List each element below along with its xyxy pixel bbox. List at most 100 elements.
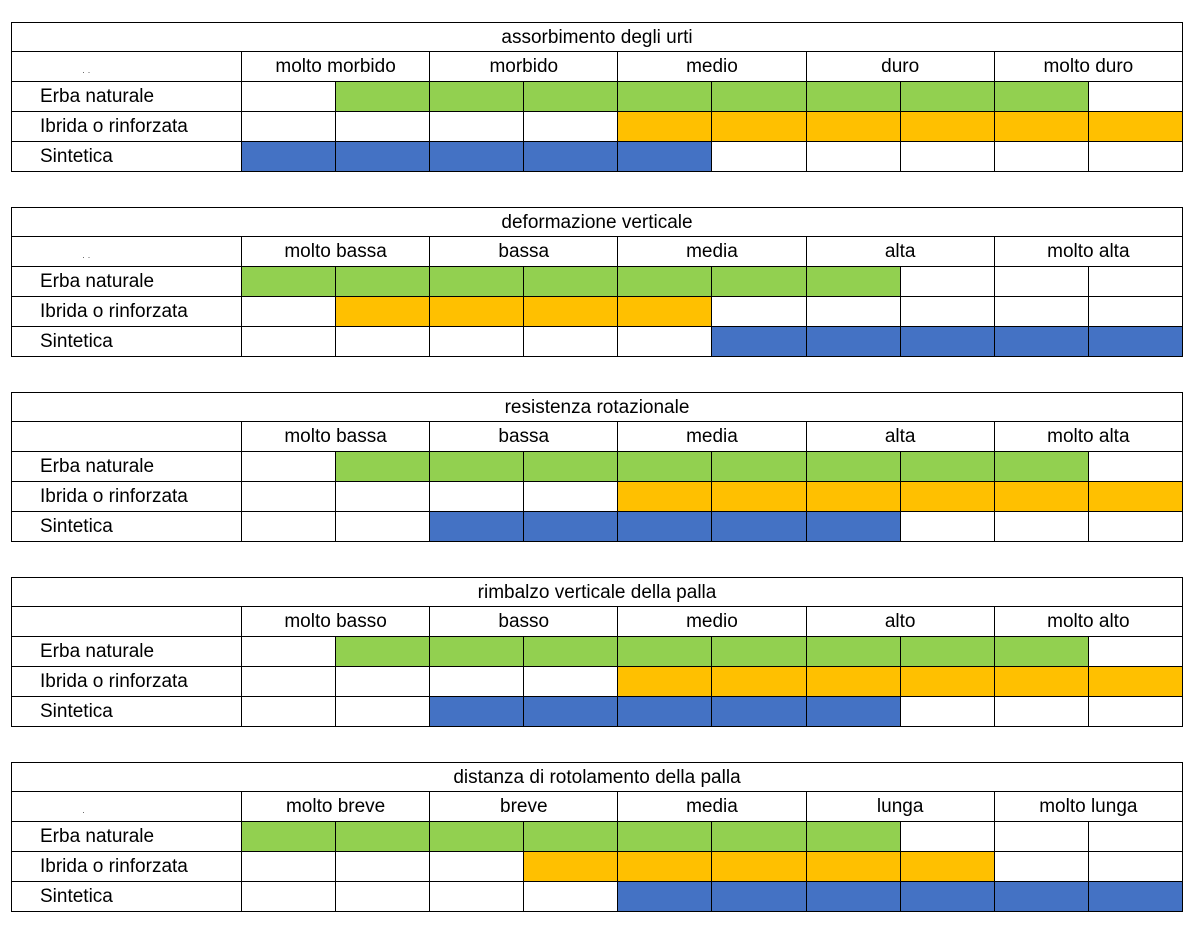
filled-cell — [430, 512, 525, 542]
level-header: molto breve — [242, 792, 431, 822]
empty-cell — [994, 512, 1089, 542]
filled-cell — [1088, 327, 1183, 357]
empty-cell — [900, 267, 995, 297]
level-header: medio — [618, 52, 807, 82]
row-label: Sintetica — [11, 512, 242, 542]
filled-cell — [900, 637, 995, 667]
filled-cell — [524, 852, 619, 882]
empty-cell — [1088, 822, 1183, 852]
data-row: Ibrida o rinforzata — [11, 667, 1183, 697]
filled-cell — [524, 697, 619, 727]
empty-cell — [994, 822, 1089, 852]
filled-cell — [712, 637, 807, 667]
level-header: lunga — [806, 792, 995, 822]
filled-cell — [806, 327, 901, 357]
level-header: molto lunga — [994, 792, 1183, 822]
empty-cell — [242, 297, 337, 327]
table-2: deformazione verticale · · molto bassa bass… — [11, 207, 1183, 357]
filled-cell — [994, 327, 1089, 357]
filled-cell — [712, 882, 807, 912]
level-header: molto bassa — [242, 237, 431, 267]
header-row: molto basso basso medio alto molto alto — [11, 607, 1183, 637]
filled-cell — [1088, 667, 1183, 697]
filled-cell — [430, 697, 525, 727]
row-label: Sintetica — [11, 327, 242, 357]
empty-cell — [1088, 697, 1183, 727]
filled-cell — [430, 637, 525, 667]
filled-cell — [712, 512, 807, 542]
filled-cell — [900, 667, 995, 697]
filled-cell — [524, 267, 619, 297]
empty-cell — [900, 822, 995, 852]
empty-cell — [712, 297, 807, 327]
filled-cell — [430, 267, 525, 297]
level-header: bassa — [430, 237, 619, 267]
table-3: resistenza rotazionale molto bassa bassa me… — [11, 392, 1183, 542]
filled-cell — [242, 142, 337, 172]
filled-cell — [806, 852, 901, 882]
filled-cell — [994, 482, 1089, 512]
empty-cell — [712, 142, 807, 172]
filled-cell — [1088, 482, 1183, 512]
level-header: molto morbido — [242, 52, 431, 82]
filled-cell — [712, 697, 807, 727]
data-row: Erba naturale — [11, 82, 1183, 112]
empty-cell — [900, 142, 995, 172]
row-label: Erba naturale — [11, 452, 242, 482]
level-header: alto — [806, 607, 995, 637]
filled-cell — [242, 822, 337, 852]
header-row: · · molto morbido morbido medio duro molto du… — [11, 52, 1183, 82]
filled-cell — [430, 822, 525, 852]
empty-cell — [806, 142, 901, 172]
filled-cell — [712, 112, 807, 142]
filled-cell — [524, 637, 619, 667]
filled-cell — [618, 482, 713, 512]
empty-cell — [336, 882, 431, 912]
level-header: molto bassa — [242, 422, 431, 452]
filled-cell — [900, 852, 995, 882]
empty-cell — [1088, 452, 1183, 482]
filled-cell — [430, 142, 525, 172]
empty-cell — [336, 697, 431, 727]
level-header: media — [618, 422, 807, 452]
row-label: Ibrida o rinforzata — [11, 667, 242, 697]
filled-cell — [430, 452, 525, 482]
table-1: assorbimento degli urti · · molto morbido m… — [11, 22, 1183, 172]
level-header: alta — [806, 422, 995, 452]
level-header: alta — [806, 237, 995, 267]
filled-cell — [806, 882, 901, 912]
empty-cell — [1088, 82, 1183, 112]
filled-cell — [806, 512, 901, 542]
filled-cell — [994, 667, 1089, 697]
header-corner: · · — [11, 237, 242, 267]
filled-cell — [1088, 112, 1183, 142]
header-row: · · molto bassa bassa media alta molto alta — [11, 237, 1183, 267]
empty-cell — [994, 697, 1089, 727]
filled-cell — [336, 637, 431, 667]
level-header: breve — [430, 792, 619, 822]
filled-cell — [994, 82, 1089, 112]
filled-cell — [1088, 882, 1183, 912]
filled-cell — [618, 142, 713, 172]
filled-cell — [524, 142, 619, 172]
row-label: Erba naturale — [11, 822, 242, 852]
filled-cell — [336, 82, 431, 112]
filled-cell — [336, 452, 431, 482]
filled-cell — [806, 482, 901, 512]
filled-cell — [524, 452, 619, 482]
header-corner — [11, 607, 242, 637]
level-header: basso — [430, 607, 619, 637]
filled-cell — [336, 822, 431, 852]
empty-cell — [336, 512, 431, 542]
empty-cell — [900, 297, 995, 327]
empty-cell — [524, 482, 619, 512]
empty-cell — [242, 482, 337, 512]
row-label: Sintetica — [11, 882, 242, 912]
empty-cell — [1088, 637, 1183, 667]
empty-cell — [524, 667, 619, 697]
filled-cell — [900, 882, 995, 912]
data-row: Sintetica — [11, 882, 1183, 912]
filled-cell — [242, 267, 337, 297]
filled-cell — [618, 82, 713, 112]
table-title: resistenza rotazionale — [11, 392, 1183, 422]
